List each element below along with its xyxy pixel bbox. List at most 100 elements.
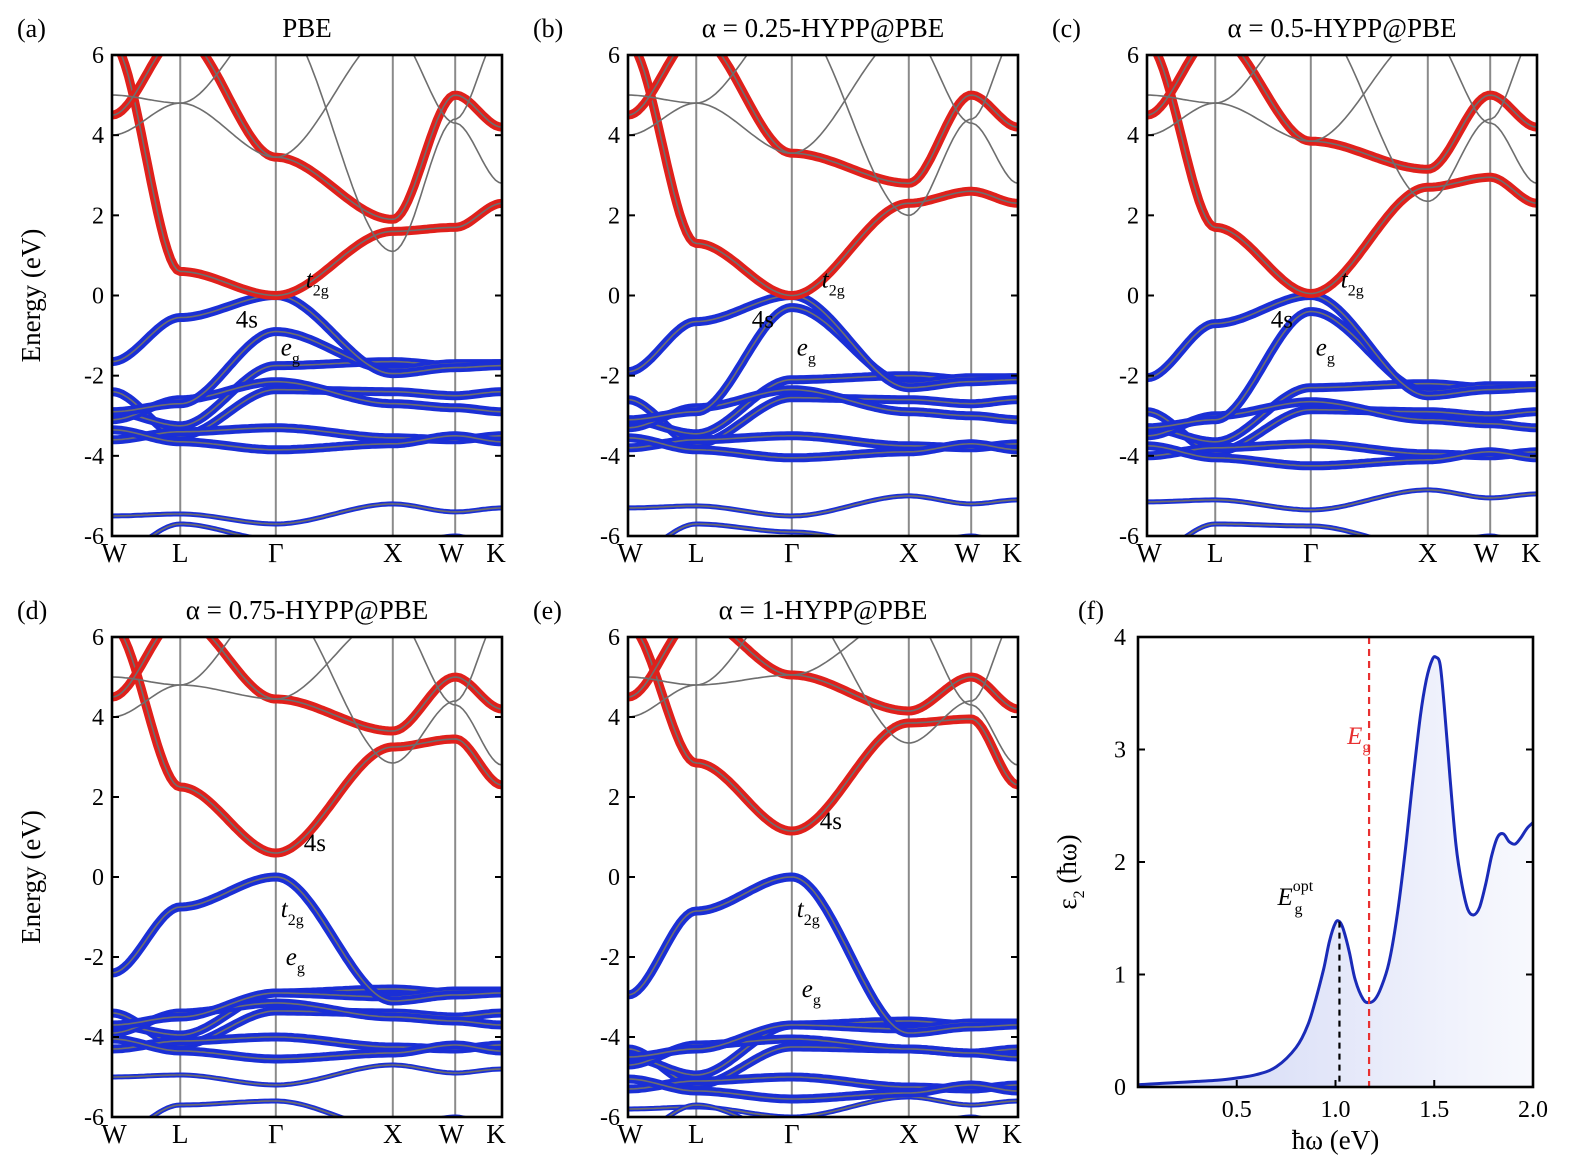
y-tick-label: 6 — [92, 625, 104, 651]
eps2-point — [1334, 922, 1337, 924]
kpoint-label: W — [1136, 538, 1162, 568]
eopt-label-sub: g — [1294, 901, 1302, 918]
label-t2g-main: t — [1341, 266, 1349, 293]
y-tick-label: 2 — [608, 203, 620, 229]
eps2-point — [1255, 1074, 1258, 1076]
y-axis-label: Energy (eV) — [16, 229, 46, 363]
y-tick-label: 0 — [92, 865, 104, 891]
t2g-band-fat — [628, 872, 1018, 1038]
t2g-band — [628, 876, 1018, 1034]
kpoint-label: L — [688, 538, 705, 568]
panel-title: α = 0.5-HYPP@PBE — [1227, 13, 1456, 43]
label-t2g: t2g — [1341, 266, 1364, 299]
y-tick-label: -2 — [1119, 364, 1139, 390]
d-band-5 — [112, 1038, 502, 1060]
cb-4s — [637, 55, 1018, 297]
deep-band-2 — [1185, 523, 1498, 536]
eps2-point — [1157, 1083, 1159, 1085]
eps2-point — [1443, 703, 1445, 706]
label-t2g-sub: 2g — [829, 282, 845, 299]
kpoint-label: W — [438, 1119, 464, 1149]
kpoint-label: K — [486, 538, 506, 568]
label-eg-sub: g — [1327, 351, 1335, 368]
kpoint-label: L — [172, 1119, 189, 1149]
y-tick-label: 2 — [608, 785, 620, 811]
eps2-point — [1520, 836, 1522, 838]
label-t2g-sub: 2g — [313, 282, 329, 299]
label-eg: eg — [797, 335, 816, 368]
kpoint-label: K — [1002, 538, 1022, 568]
label-4s-text: 4s — [304, 830, 326, 857]
eps2-point — [1479, 906, 1481, 908]
label-4s-text: 4s — [820, 808, 842, 835]
label-4s: 4s — [1271, 307, 1293, 334]
gray-band-2 — [112, 55, 487, 253]
kpoint-label: W — [101, 538, 127, 568]
cb-upper-fat — [112, 55, 502, 224]
cb-upper — [112, 637, 502, 732]
kpoint-label: X — [899, 538, 919, 568]
y-tick-label: 0 — [608, 865, 620, 891]
y-tick-label: -4 — [600, 444, 620, 470]
eps2-point — [1396, 917, 1398, 919]
eps2-point — [1496, 836, 1499, 838]
deep-band — [112, 503, 502, 525]
eopt-label-sup: opt — [1293, 878, 1314, 895]
gray-band-2 — [1147, 55, 1522, 203]
kpoint-label: L — [1207, 538, 1224, 568]
eps2-x-tick-label: 0.5 — [1222, 1097, 1252, 1123]
cb-4s-fat — [1152, 55, 1537, 298]
label-eg: eg — [281, 335, 300, 368]
label-4s-text: 4s — [1271, 307, 1293, 334]
cb-4s — [1156, 55, 1537, 295]
eps2-point — [1374, 998, 1376, 1000]
eps2-point — [1328, 940, 1331, 942]
kpoint-label: Γ — [784, 1119, 800, 1149]
cb-upper — [1147, 55, 1537, 171]
eps2-point — [1508, 841, 1510, 843]
d-band-5 — [628, 437, 1018, 459]
cb-4s-fat — [633, 55, 1018, 300]
eps2-x-axis-label: ħω (eV) — [1292, 1125, 1380, 1155]
y-tick-label: -2 — [84, 945, 104, 971]
eps2-point — [1502, 833, 1504, 835]
label-t2g-sub: 2g — [1348, 282, 1364, 299]
plot-area — [1147, 55, 1537, 536]
t2g-band-fat — [1147, 291, 1537, 401]
cb-upper — [628, 55, 1018, 185]
plot-area — [112, 637, 502, 1117]
eps2-y-label-tail: (ħω) — [1052, 834, 1082, 890]
deep-band — [112, 1064, 502, 1086]
y-tick-label: 4 — [608, 123, 620, 149]
eg-label-main: E — [1346, 723, 1362, 750]
y-tick-label: 0 — [608, 284, 620, 310]
eps2-y-tick-label: 1 — [1114, 963, 1126, 989]
gray-band-2 — [112, 637, 487, 764]
label-t2g-sub: 2g — [288, 912, 304, 929]
y-tick-label: -6 — [600, 524, 620, 550]
y-tick-label: 2 — [92, 203, 104, 229]
y-tick-label: 6 — [92, 43, 104, 69]
eps2-panel-letter: (f) — [1078, 596, 1104, 625]
kpoint-label: X — [899, 1119, 919, 1149]
y-tick-label: 6 — [608, 43, 620, 69]
eps2-point — [1380, 987, 1382, 989]
y-tick-label: -4 — [84, 444, 104, 470]
eps2-point — [1342, 928, 1344, 931]
t2g-band — [1147, 294, 1537, 397]
y-tick-label: -6 — [1119, 524, 1139, 550]
eps2-point — [1404, 855, 1406, 857]
eps2-y-label-sub: 2 — [1071, 890, 1088, 898]
label-eg-main: e — [797, 335, 808, 362]
cb-upper-fat — [628, 55, 1018, 188]
label-t2g-main: t — [797, 896, 805, 923]
eps2-y-axis-label: ε2 (ħω) — [1052, 834, 1088, 909]
eps2-point — [1439, 664, 1441, 666]
t2g-band-fat — [112, 872, 502, 1006]
panel-letter: (a) — [17, 14, 46, 43]
label-t2g-main: t — [281, 896, 289, 923]
y-tick-label: -4 — [600, 1025, 620, 1051]
gray-band-2 — [628, 637, 1003, 744]
